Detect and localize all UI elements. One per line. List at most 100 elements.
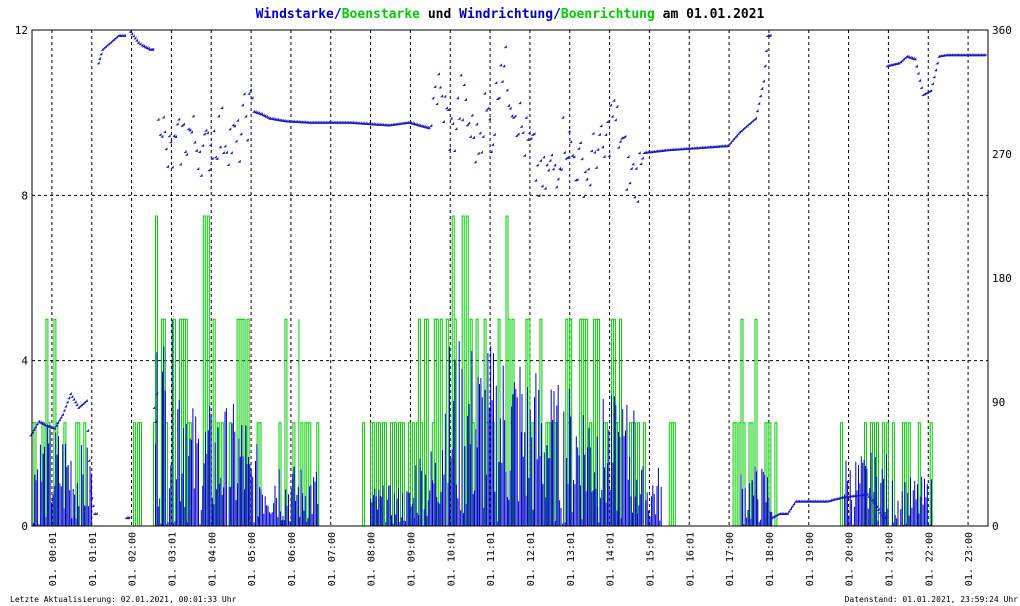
direction-marker bbox=[618, 139, 622, 143]
direction-marker bbox=[900, 58, 904, 62]
direction-marker bbox=[271, 117, 275, 121]
direction-marker bbox=[285, 119, 289, 123]
direction-marker bbox=[244, 114, 248, 118]
direction-marker bbox=[344, 120, 348, 124]
direction-marker bbox=[782, 512, 786, 516]
direction-marker bbox=[757, 101, 761, 105]
direction-marker bbox=[758, 94, 762, 98]
direction-marker bbox=[746, 123, 750, 127]
direction-marker bbox=[145, 46, 149, 50]
direction-marker bbox=[962, 53, 966, 57]
direction-marker bbox=[78, 404, 82, 408]
direction-marker bbox=[871, 500, 875, 504]
direction-marker bbox=[879, 513, 883, 517]
direction-marker bbox=[927, 89, 931, 93]
direction-marker bbox=[454, 127, 458, 131]
direction-marker bbox=[422, 124, 426, 128]
direction-marker bbox=[215, 156, 219, 160]
direction-marker bbox=[128, 29, 132, 33]
x-tick-label: 01. 05:00 bbox=[247, 532, 258, 586]
direction-marker bbox=[875, 505, 879, 509]
direction-marker bbox=[934, 68, 938, 72]
direction-marker bbox=[169, 140, 173, 144]
direction-marker bbox=[255, 110, 259, 114]
direction-marker bbox=[785, 512, 789, 516]
direction-marker bbox=[130, 32, 134, 36]
direction-marker bbox=[752, 117, 756, 121]
direction-marker bbox=[910, 56, 914, 60]
direction-marker bbox=[73, 400, 77, 404]
direction-marker bbox=[613, 118, 617, 122]
title-gustdir: Boenrichtung bbox=[561, 7, 655, 22]
direction-marker bbox=[80, 403, 84, 407]
direction-marker bbox=[952, 53, 956, 57]
direction-marker bbox=[76, 405, 80, 409]
direction-marker bbox=[111, 38, 115, 42]
direction-marker bbox=[336, 120, 340, 124]
direction-marker bbox=[347, 120, 351, 124]
direction-marker bbox=[609, 103, 613, 107]
direction-marker bbox=[789, 507, 793, 511]
y-right-tick-label: 180 bbox=[992, 272, 1012, 285]
direction-marker bbox=[140, 43, 144, 47]
direction-marker bbox=[92, 512, 96, 516]
direction-marker bbox=[207, 168, 211, 172]
direction-marker bbox=[924, 91, 928, 95]
direction-marker bbox=[824, 499, 828, 503]
direction-marker bbox=[581, 194, 585, 198]
direction-marker bbox=[373, 122, 377, 126]
direction-marker bbox=[507, 103, 511, 107]
axes: 01. 00:01 01. 01:01 01. 02:00 01. 03:01 01. … bbox=[15, 24, 1012, 586]
direction-marker bbox=[616, 145, 620, 149]
direction-marker bbox=[774, 513, 778, 517]
direction-marker bbox=[366, 122, 370, 126]
direction-marker bbox=[298, 120, 302, 124]
direction-marker bbox=[591, 131, 595, 135]
direction-marker bbox=[494, 81, 498, 85]
direction-marker bbox=[99, 52, 103, 56]
direction-marker bbox=[240, 103, 244, 107]
direction-marker bbox=[776, 512, 780, 516]
chart-title: Windstarke/Boenstarke und Windrichtung/B… bbox=[256, 7, 765, 22]
direction-marker bbox=[116, 33, 120, 37]
direction-marker bbox=[518, 101, 522, 105]
direction-marker bbox=[57, 418, 61, 422]
direction-marker bbox=[234, 139, 238, 143]
direction-marker bbox=[749, 120, 753, 124]
direction-marker bbox=[51, 426, 55, 430]
direction-marker bbox=[232, 124, 236, 128]
direction-marker bbox=[628, 181, 632, 185]
direction-marker bbox=[60, 412, 64, 416]
direction-marker bbox=[311, 120, 315, 124]
direction-marker bbox=[322, 120, 326, 124]
direction-marker bbox=[288, 119, 292, 123]
direction-marker bbox=[301, 120, 305, 124]
direction-marker bbox=[867, 494, 871, 498]
direction-marker bbox=[107, 42, 111, 46]
direction-marker bbox=[424, 125, 428, 129]
direction-marker bbox=[37, 419, 41, 423]
direction-marker bbox=[441, 120, 445, 124]
direction-marker bbox=[446, 108, 450, 112]
direction-marker bbox=[926, 90, 930, 94]
direction-marker bbox=[209, 143, 213, 147]
direction-marker bbox=[371, 122, 375, 126]
direction-marker bbox=[306, 120, 310, 124]
direction-marker bbox=[175, 122, 179, 126]
direction-marker bbox=[817, 499, 821, 503]
y-left-tick-label: 4 bbox=[21, 355, 28, 368]
direction-marker bbox=[83, 400, 87, 404]
direction-marker bbox=[553, 163, 557, 167]
direction-marker bbox=[460, 118, 464, 122]
direction-marker bbox=[556, 177, 560, 181]
direction-marker bbox=[354, 121, 358, 125]
direction-marker bbox=[795, 499, 799, 503]
direction-marker bbox=[349, 120, 353, 124]
direction-marker bbox=[312, 120, 316, 124]
direction-marker bbox=[40, 421, 44, 425]
direction-marker bbox=[475, 122, 479, 126]
direction-marker bbox=[52, 426, 56, 430]
direction-marker bbox=[957, 53, 961, 57]
direction-marker bbox=[72, 397, 76, 401]
